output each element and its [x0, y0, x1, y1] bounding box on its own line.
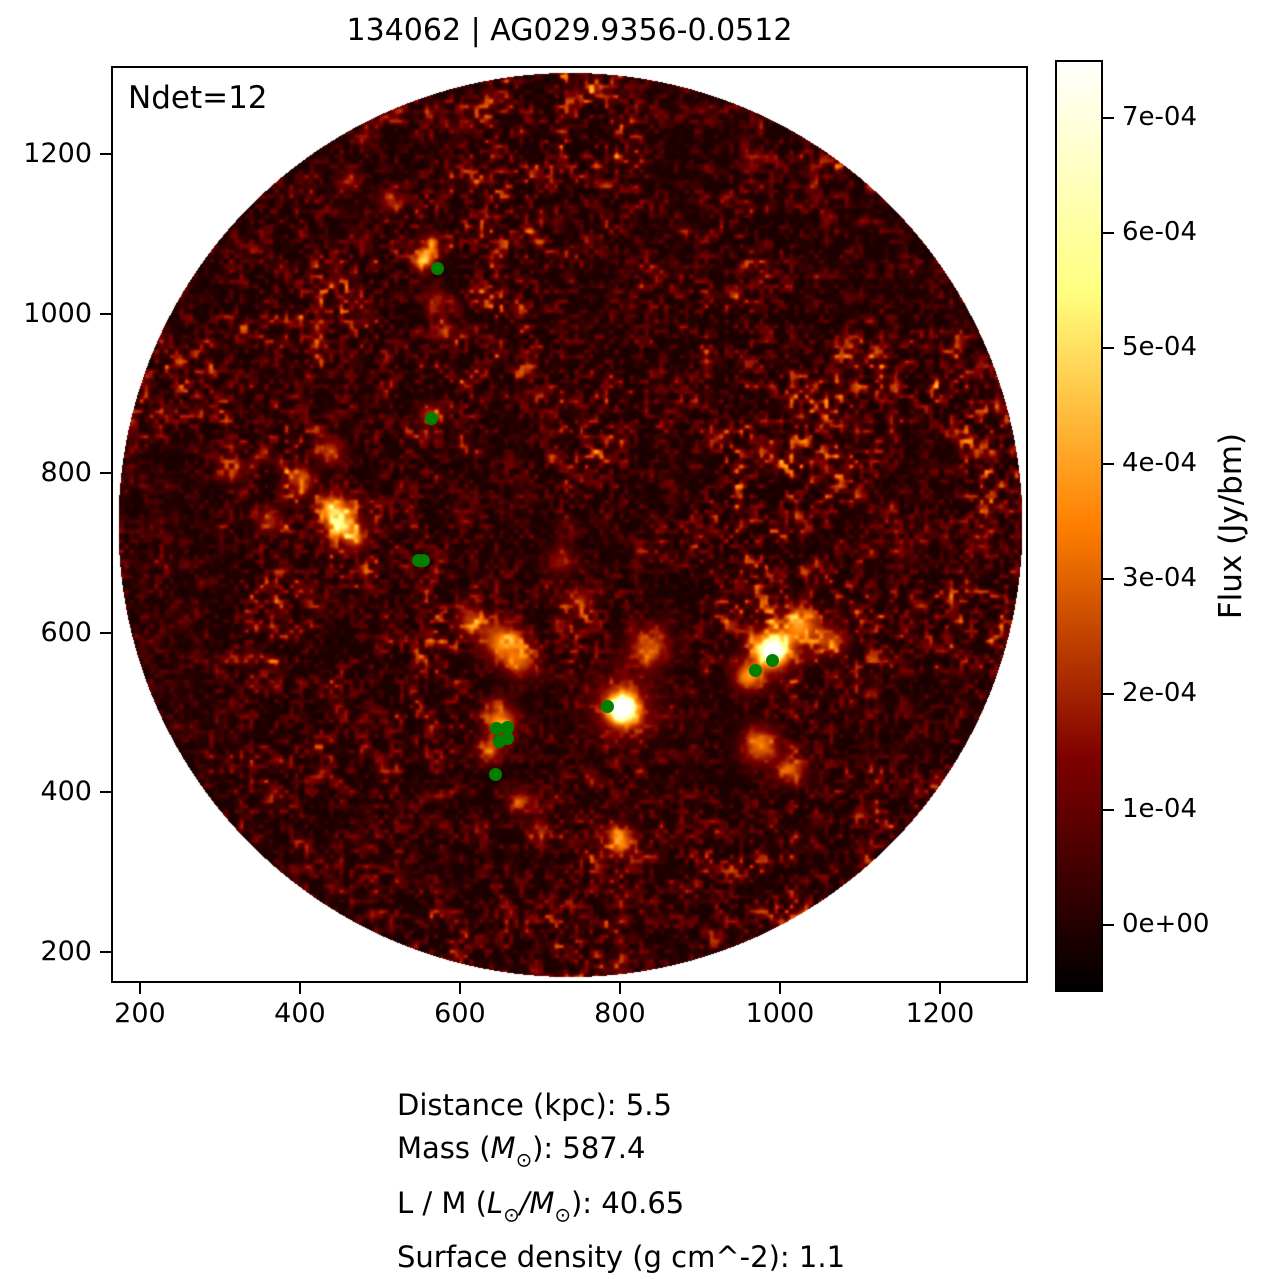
colorbar-tick-label: 6e-04 [1122, 217, 1198, 248]
stats-text: / [519, 1185, 530, 1220]
stats-text: ): 587.4 [532, 1131, 646, 1165]
detection-marker [417, 554, 431, 568]
y-tick-mark [100, 472, 111, 475]
stats-text: ⊙ [503, 1203, 520, 1227]
flux-map-canvas [111, 66, 1028, 983]
y-tick-label: 400 [40, 776, 92, 808]
colorbar-tick-label: 2e-04 [1122, 678, 1198, 709]
colorbar-tick-label: 7e-04 [1122, 101, 1198, 132]
y-tick-mark [100, 153, 111, 155]
y-tick-label: 1200 [23, 138, 92, 169]
x-tick-mark [778, 983, 781, 994]
x-tick-mark [938, 983, 941, 994]
x-tick-mark [458, 983, 461, 994]
x-tick-label: 1200 [905, 998, 975, 1029]
x-tick-label: 1000 [745, 998, 815, 1029]
detection-marker [500, 721, 514, 735]
stats-text: L [486, 1185, 504, 1220]
stats-text: M [490, 1131, 516, 1165]
detection-marker [490, 721, 504, 735]
colorbar-canvas [1055, 60, 1103, 992]
x-tick-mark [138, 983, 141, 994]
x-tick-mark [618, 983, 621, 994]
detection-marker [488, 768, 502, 782]
colorbar-label-box: Flux (Jy/bm) [1204, 60, 1258, 992]
colorbar-tick-label: 3e-04 [1122, 563, 1198, 594]
detection-marker [425, 411, 439, 425]
detection-marker [500, 732, 514, 746]
colorbar-tick-label: 1e-04 [1122, 793, 1198, 824]
y-tick-mark [100, 791, 111, 794]
stats-text: Distance (kpc): 5.5 [397, 1088, 672, 1122]
stats-text: Mass ( [397, 1131, 491, 1165]
ndet-annotation: Ndet=12 [128, 80, 268, 116]
colorbar-tick-mark [1103, 693, 1114, 696]
colorbar-tick-mark [1103, 232, 1114, 235]
colorbar-tick-mark [1103, 578, 1114, 581]
x-tick-label: 200 [114, 998, 166, 1029]
colorbar-tick-mark [1103, 924, 1114, 927]
y-tick-mark [100, 950, 111, 953]
colorbar-tick-mark [1103, 347, 1114, 350]
y-tick-label: 600 [40, 616, 92, 648]
stats-text: L / M ( [397, 1185, 487, 1220]
x-tick-label: 600 [434, 998, 486, 1029]
colorbar-tick-label: 4e-04 [1122, 447, 1198, 478]
colorbar-axis-label: Flux (Jy/bm) [1213, 432, 1250, 620]
x-tick-label: 800 [594, 998, 646, 1029]
colorbar-tick-mark [1103, 808, 1114, 811]
stats-text: ⊙ [554, 1203, 571, 1227]
colorbar-tick-mark [1103, 116, 1114, 119]
stats-line: Surface density (g cm^-2): 1.1 [397, 1236, 845, 1279]
colorbar-tick-mark [1103, 462, 1114, 465]
stats-line: L / M (L⊙/M⊙): 40.65 [397, 1182, 845, 1237]
colorbar-tick-label: 5e-04 [1122, 332, 1198, 363]
stats-text: ): 40.65 [570, 1185, 685, 1220]
stats-text: ⊙ [515, 1148, 533, 1172]
detection-marker [748, 663, 762, 677]
stats-line: Distance (kpc): 5.5 [397, 1084, 845, 1127]
stats-line: Mass (M⊙): 587.4 [397, 1127, 845, 1182]
detection-marker [601, 700, 615, 714]
y-tick-label: 200 [40, 935, 92, 967]
y-tick-mark [100, 312, 111, 315]
x-tick-label: 400 [274, 998, 326, 1029]
y-tick-label: 800 [40, 457, 92, 489]
plot-title: 134062 | AG029.9356-0.0512 [346, 13, 793, 48]
colorbar-tick-label: 0e+00 [1122, 909, 1210, 940]
y-tick-mark [100, 631, 111, 634]
stats-block: Distance (kpc): 5.5 Mass (M⊙): 587.4 L / M… [397, 1084, 845, 1279]
stats-text: M [529, 1185, 555, 1220]
stats-text: Surface density (g cm^-2): 1.1 [397, 1240, 846, 1275]
y-tick-label: 1000 [23, 297, 92, 329]
detection-marker [766, 654, 780, 668]
detection-marker [431, 261, 445, 275]
x-tick-mark [298, 983, 301, 994]
